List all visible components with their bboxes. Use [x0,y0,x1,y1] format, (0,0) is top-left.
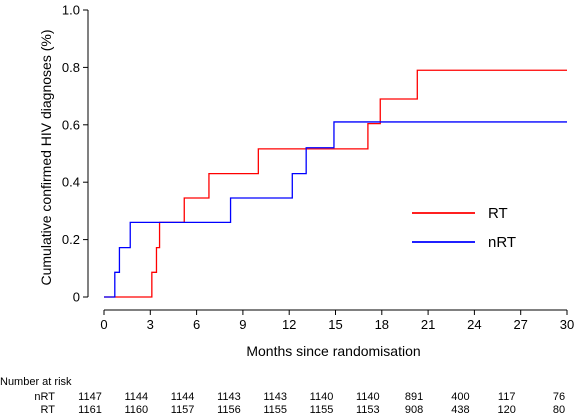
series-group [104,69,567,298]
risk-value: 76 [553,391,565,403]
x-tick-label: 3 [147,317,154,332]
risk-table-title: Number at risk [0,376,72,388]
risk-value: 1144 [124,391,148,403]
x-tick-label: 9 [239,317,246,332]
y-tick-label: 1.0 [62,3,80,18]
risk-value: 1153 [356,404,380,416]
x-tick-label: 6 [193,317,200,332]
risk-row-label: RT [41,404,56,416]
risk-value: 1160 [124,404,148,416]
x-tick-label: 27 [513,317,527,332]
y-axis-label: Cumulative confirmed HIV diagnoses (%) [38,30,54,286]
x-tick-label: 15 [328,317,342,332]
risk-value: 891 [405,391,423,403]
risk-value: 1140 [356,391,380,403]
risk-value: 1156 [217,404,241,416]
x-tick-label: 12 [282,317,296,332]
risk-value: 1143 [263,391,287,403]
x-tick-label: 0 [100,317,107,332]
y-tick-label: 0.4 [62,175,80,190]
x-tick-label: 18 [375,317,389,332]
risk-value: 1161 [78,404,102,416]
y-tick-label: 0.6 [62,117,80,132]
series-line-rt [104,69,567,298]
risk-value: 1147 [78,391,102,403]
risk-value: 1140 [310,391,334,403]
risk-value: 80 [553,404,565,416]
x-tick-label: 24 [467,317,481,332]
legend-label-rt: RT [488,205,508,222]
risk-value: 120 [498,404,516,416]
legend-label-nrt: nRT [488,234,516,251]
series-line-nrt [104,121,567,298]
x-axis-label: Months since randomisation [246,343,420,359]
risk-value: 1155 [263,404,287,416]
risk-value: 1144 [171,391,195,403]
risk-row-label: nRT [34,391,55,403]
risk-value: 1155 [310,404,334,416]
y-tick-label: 0.8 [62,60,80,75]
risk-value: 1143 [217,391,241,403]
risk-value: 908 [405,404,423,416]
risk-value: 400 [451,391,469,403]
risk-value: 1157 [171,404,195,416]
risk-table: Number at risk nRT 1147 1144 1144 1143 1143 114… [0,376,565,416]
x-tick-label: 30 [560,317,574,332]
y-tick-label: 0 [73,290,80,305]
legend: RT nRT [412,205,516,251]
axes: 0 0.2 0.4 0.6 0.8 1.0 0 3 6 9 12 15 18 21 24 27 30 Months… [38,3,574,360]
y-tick-label: 0.2 [62,232,80,247]
x-tick-label: 21 [421,317,435,332]
risk-value: 117 [498,391,516,403]
risk-value: 438 [451,404,469,416]
